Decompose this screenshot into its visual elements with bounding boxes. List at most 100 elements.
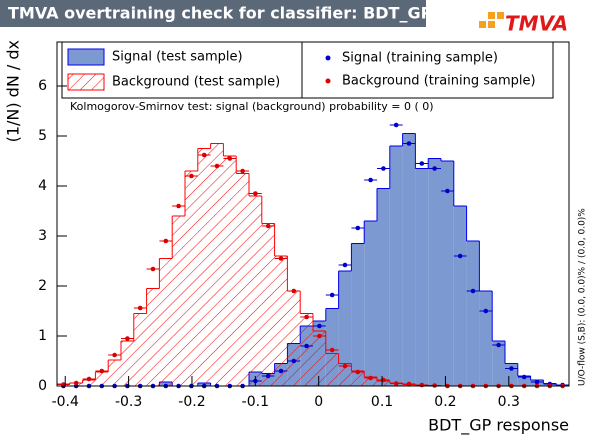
bar <box>505 363 518 386</box>
point <box>176 203 181 209</box>
point <box>214 163 220 169</box>
logo-square <box>488 12 495 19</box>
point <box>291 358 297 364</box>
bar <box>364 221 377 386</box>
bar <box>351 371 365 386</box>
logo-square <box>497 12 504 19</box>
x-axis-label: BDT_GP response <box>428 416 569 436</box>
legend-label: Background (training sample) <box>342 74 536 89</box>
point <box>265 373 271 379</box>
legend-label: Signal (test sample) <box>112 50 243 65</box>
bar <box>121 341 134 386</box>
point <box>201 152 207 158</box>
bar <box>223 156 237 386</box>
title-box <box>0 0 426 27</box>
point <box>419 161 425 166</box>
y-axis-label: (1/N) dN / dx <box>4 40 23 142</box>
legend-label: Signal (training sample) <box>342 51 498 66</box>
point <box>393 122 399 128</box>
point <box>496 342 501 348</box>
legend-marker <box>325 78 331 84</box>
bar <box>159 258 173 386</box>
point <box>457 253 463 259</box>
y-tick-label: 2 <box>38 278 47 294</box>
legend-box <box>301 41 554 99</box>
annotation: Kolmogorov-Smirnov test: signal (backgro… <box>70 100 434 113</box>
point <box>432 166 437 171</box>
point <box>125 336 130 341</box>
bar <box>210 143 224 386</box>
x-tick-label: -0.4 <box>52 394 79 410</box>
point <box>304 314 309 320</box>
point <box>445 188 450 194</box>
bar <box>364 377 377 386</box>
legend-marker <box>67 73 105 91</box>
bar <box>325 353 339 386</box>
point <box>483 308 489 314</box>
point <box>342 262 348 268</box>
bar <box>453 206 467 386</box>
bar <box>236 173 249 386</box>
bar <box>82 380 96 386</box>
bar <box>377 188 390 386</box>
bar <box>261 223 275 386</box>
bar <box>402 133 416 386</box>
point <box>355 225 361 231</box>
point <box>137 305 143 311</box>
point <box>342 363 348 369</box>
point <box>368 177 373 183</box>
point <box>419 382 425 388</box>
x-tick-label: 0.3 <box>498 394 520 410</box>
bar <box>287 291 301 386</box>
point <box>381 166 386 171</box>
bar <box>249 196 262 386</box>
point <box>112 352 117 358</box>
bar <box>428 158 441 386</box>
point <box>240 168 245 174</box>
logo: TMVA <box>479 12 568 36</box>
bar <box>338 271 352 386</box>
legend-marker <box>325 55 331 61</box>
point <box>150 266 156 272</box>
x-tick-label: 0.1 <box>371 394 393 410</box>
y-tick-label: 1 <box>38 328 47 344</box>
point <box>265 223 271 229</box>
logo-text: TMVA <box>505 12 568 36</box>
point <box>304 343 309 349</box>
point <box>163 238 169 244</box>
point <box>73 380 79 386</box>
bar <box>108 360 121 386</box>
plot <box>56 122 570 389</box>
point <box>355 369 361 375</box>
y-tick-label: 0 <box>38 378 47 394</box>
point <box>329 292 335 298</box>
bar <box>479 291 493 386</box>
x-tick-label: 0.2 <box>434 394 456 410</box>
point <box>521 374 527 380</box>
bar <box>146 288 160 386</box>
point <box>406 381 412 387</box>
point <box>317 323 322 329</box>
point <box>227 156 233 161</box>
point <box>329 347 335 353</box>
logo-square <box>488 21 495 28</box>
point <box>278 368 284 374</box>
bar <box>377 381 390 386</box>
bar <box>517 376 531 386</box>
bar <box>389 146 403 386</box>
bar <box>415 168 429 386</box>
bar <box>274 256 288 386</box>
bar <box>185 171 198 386</box>
x-tick-label: -0.1 <box>242 394 269 410</box>
bar <box>313 331 326 386</box>
point <box>317 333 322 339</box>
point <box>99 368 105 374</box>
logo-square <box>479 21 486 28</box>
bar <box>133 313 147 386</box>
y-tick-label: 5 <box>38 128 47 144</box>
side-note: U/O-flow (S,B): (0.0, 0.0)% / (0.0, 0.0)… <box>578 208 588 386</box>
point <box>253 191 258 196</box>
y-tick-label: 3 <box>38 228 47 244</box>
bar <box>197 148 211 386</box>
bar <box>441 161 454 386</box>
